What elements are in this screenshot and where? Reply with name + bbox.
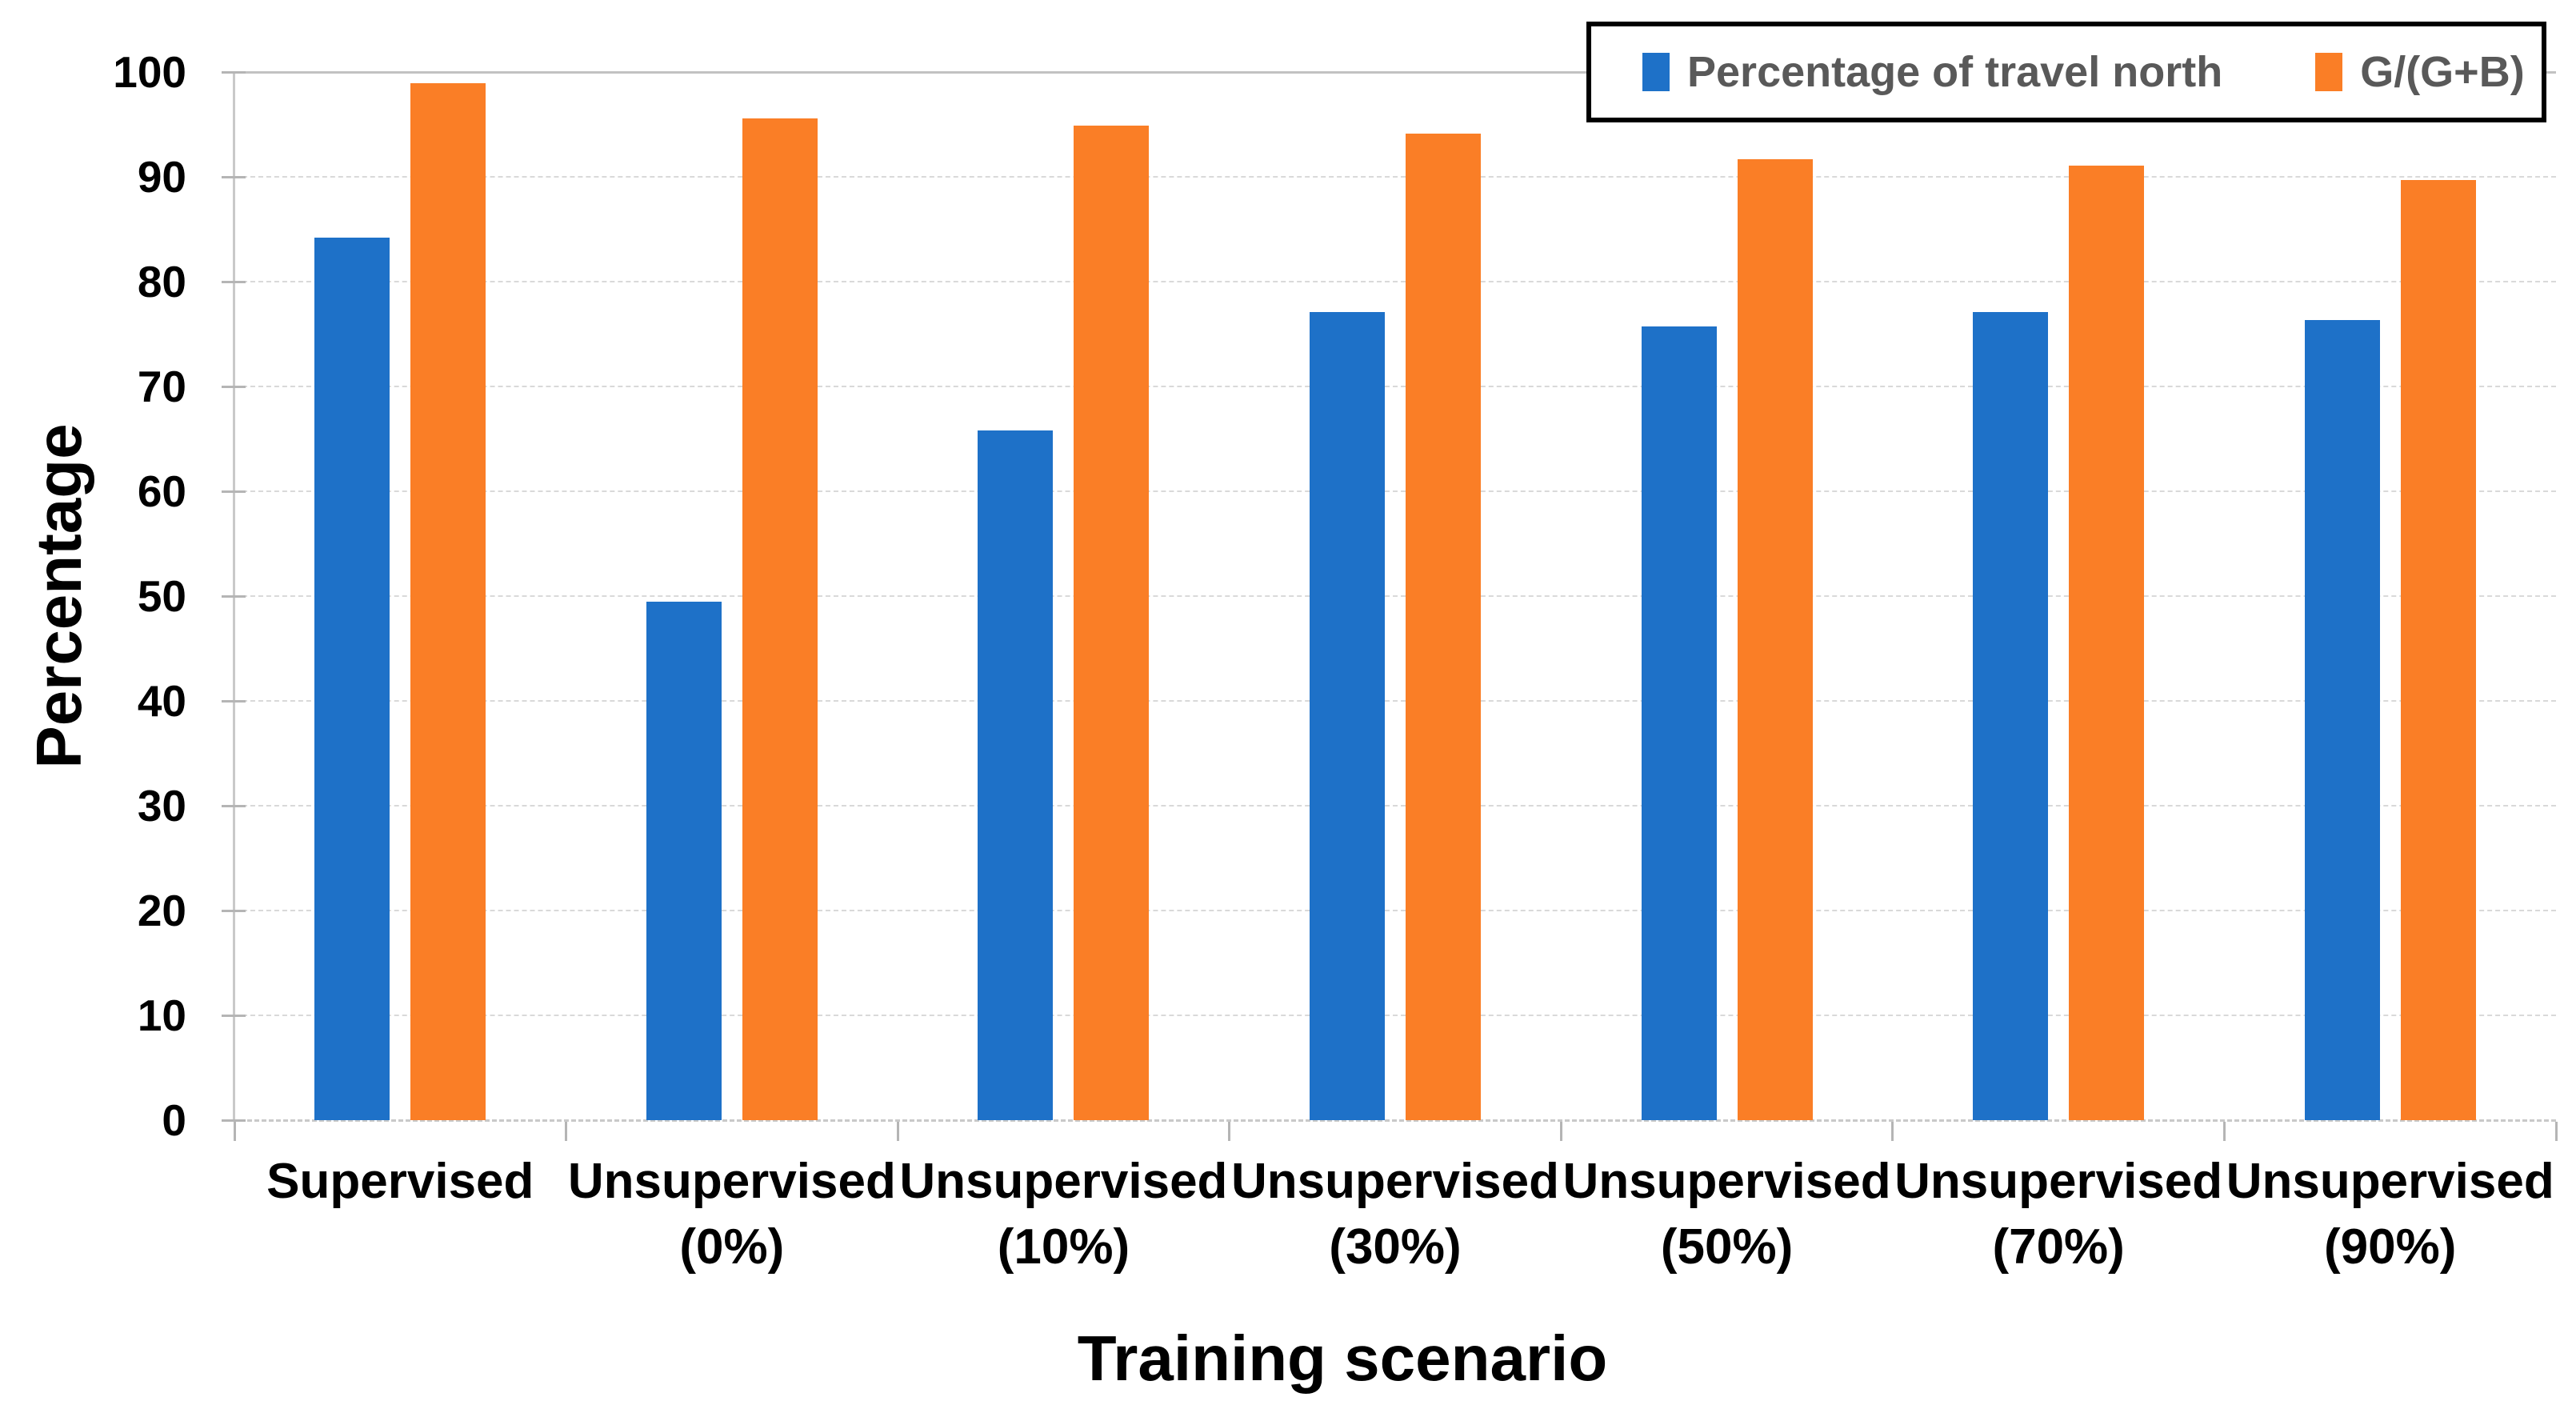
- bar-travel-north-5: [1973, 312, 2049, 1120]
- category-label-0: Supervised: [266, 1154, 534, 1209]
- x-axis-line: [233, 1119, 2556, 1122]
- x-axis-boundary-tick: [896, 1122, 899, 1141]
- y-axis-tick-10: [222, 1015, 246, 1017]
- y-axis-tick-0: [222, 1119, 246, 1122]
- bar-travel-north-3: [1310, 312, 1385, 1120]
- gridline-70: [234, 386, 2556, 387]
- category-label-3: Unsupervised (30%): [1230, 1154, 1560, 1275]
- y-tick-label-70: 70: [137, 362, 186, 411]
- y-axis-tick-90: [222, 176, 246, 178]
- bar-g-ratio-3: [1406, 134, 1481, 1120]
- y-tick-label-100: 100: [113, 47, 186, 97]
- gridline-90: [234, 176, 2556, 178]
- y-axis-tick-30: [222, 805, 246, 807]
- y-axis-tick-100: [222, 71, 246, 74]
- legend-label: Percentage of travel north: [1687, 48, 2223, 96]
- bar-travel-north-2: [978, 430, 1054, 1120]
- x-axis-boundary-tick: [1228, 1122, 1231, 1141]
- y-tick-label-80: 80: [137, 257, 186, 306]
- gridline-100: [234, 71, 2556, 74]
- bar-g-ratio-6: [2400, 179, 2476, 1120]
- gridline-30: [234, 805, 2556, 807]
- gridline-50: [234, 595, 2556, 597]
- y-axis-tick-70: [222, 386, 246, 388]
- x-axis-boundary-tick: [2222, 1122, 2226, 1141]
- y-axis-tick-50: [222, 595, 246, 598]
- legend-swatch-icon: [2315, 53, 2343, 91]
- y-axis-tick-40: [222, 700, 246, 702]
- legend-item-0: Percentage of travel north: [1642, 47, 2222, 97]
- bar-g-ratio-2: [1074, 125, 1150, 1120]
- gridline-60: [234, 490, 2556, 492]
- x-axis-boundary-tick: [1559, 1122, 1562, 1141]
- y-tick-label-90: 90: [137, 152, 186, 202]
- gridline-20: [234, 910, 2556, 911]
- gridline-80: [234, 281, 2556, 282]
- y-axis-tick-80: [222, 281, 246, 283]
- x-axis-boundary-tick: [1891, 1122, 1894, 1141]
- bar-g-ratio-5: [2069, 165, 2145, 1120]
- legend-item-1: G/(G+B): [2315, 47, 2525, 97]
- bar-g-ratio-4: [1737, 158, 1813, 1120]
- y-tick-label-50: 50: [137, 571, 186, 621]
- y-tick-label-40: 40: [137, 676, 186, 726]
- category-label-1: Unsupervised (0%): [567, 1154, 896, 1275]
- bar-travel-north-1: [646, 601, 722, 1120]
- legend-swatch-icon: [1642, 53, 1670, 91]
- x-axis-boundary-tick: [233, 1122, 236, 1141]
- y-tick-label-10: 10: [137, 991, 186, 1040]
- y-tick-label-0: 0: [162, 1095, 186, 1145]
- bar-g-ratio-1: [742, 118, 818, 1120]
- bar-g-ratio-0: [410, 83, 486, 1120]
- x-axis-title: Training scenario: [1077, 1323, 1608, 1394]
- category-label-6: Unsupervised (90%): [2226, 1154, 2554, 1275]
- legend: Percentage of travel north G/(G+B): [1586, 22, 2546, 122]
- x-axis-boundary-tick: [2554, 1122, 2558, 1141]
- legend-label: G/(G+B): [2360, 48, 2525, 96]
- y-tick-label-60: 60: [137, 466, 186, 516]
- bar-travel-north-6: [2304, 320, 2380, 1120]
- y-axis-tick-60: [222, 490, 246, 493]
- x-axis-boundary-tick: [565, 1122, 568, 1141]
- y-tick-label-20: 20: [137, 886, 186, 935]
- y-tick-label-30: 30: [137, 781, 186, 831]
- y-axis-tick-20: [222, 910, 246, 912]
- bar-travel-north-0: [314, 237, 390, 1120]
- bar-travel-north-4: [1641, 326, 1717, 1120]
- category-label-5: Unsupervised (70%): [1894, 1154, 2223, 1275]
- category-label-4: Unsupervised (50%): [1562, 1154, 1891, 1275]
- gridline-40: [234, 700, 2556, 702]
- gridline-10: [234, 1015, 2556, 1016]
- category-label-2: Unsupervised (10%): [899, 1154, 1228, 1275]
- plot-area: 0 10 20 30 40 50 60 70 80 90 100 Supervised Unsuperv…: [113, 47, 2558, 1275]
